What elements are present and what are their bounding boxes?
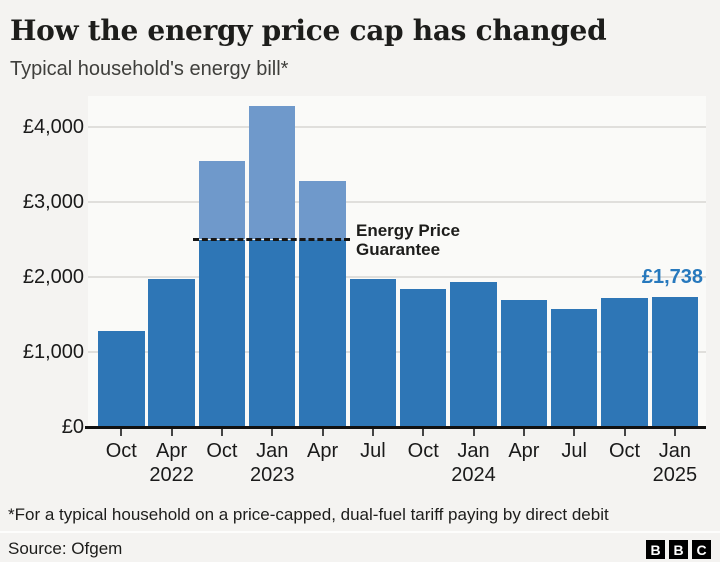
energy-price-guarantee-label-line1: Energy Price — [356, 221, 460, 240]
y-tick-label: £4,000 — [22, 116, 84, 138]
bar-above-guarantee-segment — [198, 160, 246, 240]
page-title: How the energy price cap has changed — [10, 14, 607, 47]
x-tick-label: Apr — [508, 440, 540, 462]
x-tick-label: Oct — [206, 440, 238, 462]
bar — [450, 282, 497, 427]
x-tick-label: Oct — [105, 440, 137, 462]
y-gridline — [88, 201, 706, 203]
bbc-logo: B B C — [646, 540, 711, 559]
x-tick — [220, 429, 223, 436]
bar — [550, 309, 598, 427]
energy-price-guarantee-label: Energy Price Guarantee — [356, 221, 460, 259]
x-tick-label: Oct — [608, 440, 641, 462]
x-tick — [522, 429, 525, 436]
bar — [651, 296, 699, 427]
bar-above-guarantee-segment — [248, 106, 296, 240]
x-tick — [371, 429, 374, 436]
footer-divider — [0, 531, 720, 533]
x-year-label: 2025 — [652, 464, 698, 486]
footnote: *For a typical household on a price-capp… — [8, 505, 609, 524]
x-tick-label: Jul — [360, 440, 386, 462]
bbc-logo-block-b1: B — [646, 540, 665, 559]
x-tick-label: Jan — [457, 440, 490, 462]
bar — [98, 331, 145, 427]
energy-price-guarantee-label-line2: Guarantee — [356, 240, 441, 260]
bar — [349, 278, 397, 427]
bar — [248, 239, 296, 427]
bbc-logo-block-b2: B — [669, 540, 688, 559]
x-year-label: 2023 — [249, 464, 295, 486]
bar-above-guarantee-segment — [299, 181, 346, 240]
x-tick-label: Jan — [256, 440, 289, 462]
bar — [148, 279, 195, 427]
x-tick — [573, 429, 576, 436]
energy-price-guarantee-line — [193, 237, 350, 241]
y-gridline — [88, 351, 706, 353]
chart-subtitle: Typical household's energy bill* — [10, 58, 289, 80]
bbc-logo-block-c: C — [692, 540, 711, 559]
x-tick — [623, 429, 626, 436]
bar — [399, 289, 447, 427]
bar — [198, 239, 246, 427]
x-axis-line — [85, 426, 706, 429]
y-tick-label: £3,000 — [22, 191, 84, 213]
bar — [299, 239, 346, 427]
x-tick-label: Jul — [561, 440, 587, 462]
x-year-label: 2022 — [149, 464, 194, 486]
x-tick — [422, 429, 425, 436]
x-tick — [321, 429, 324, 436]
x-tick — [673, 429, 676, 436]
x-tick-label: Apr — [156, 440, 188, 462]
y-tick-label: £2,000 — [22, 266, 84, 288]
latest-value-label: £1,738 — [641, 266, 703, 288]
y-tick-label: £0 — [61, 416, 84, 438]
x-tick-label: Apr — [307, 440, 339, 462]
x-tick — [170, 429, 173, 436]
source-label: Source: Ofgem — [8, 539, 123, 558]
bar — [500, 300, 548, 427]
x-tick — [120, 429, 123, 436]
bar — [601, 298, 648, 427]
x-tick-label: Oct — [407, 440, 439, 462]
x-tick — [472, 429, 475, 436]
y-gridline — [88, 276, 706, 278]
x-tick-label: Jan — [658, 440, 691, 462]
x-tick — [271, 429, 274, 436]
y-tick-label: £1,000 — [22, 341, 84, 363]
y-gridline — [88, 126, 706, 128]
x-year-label: 2024 — [451, 464, 496, 486]
